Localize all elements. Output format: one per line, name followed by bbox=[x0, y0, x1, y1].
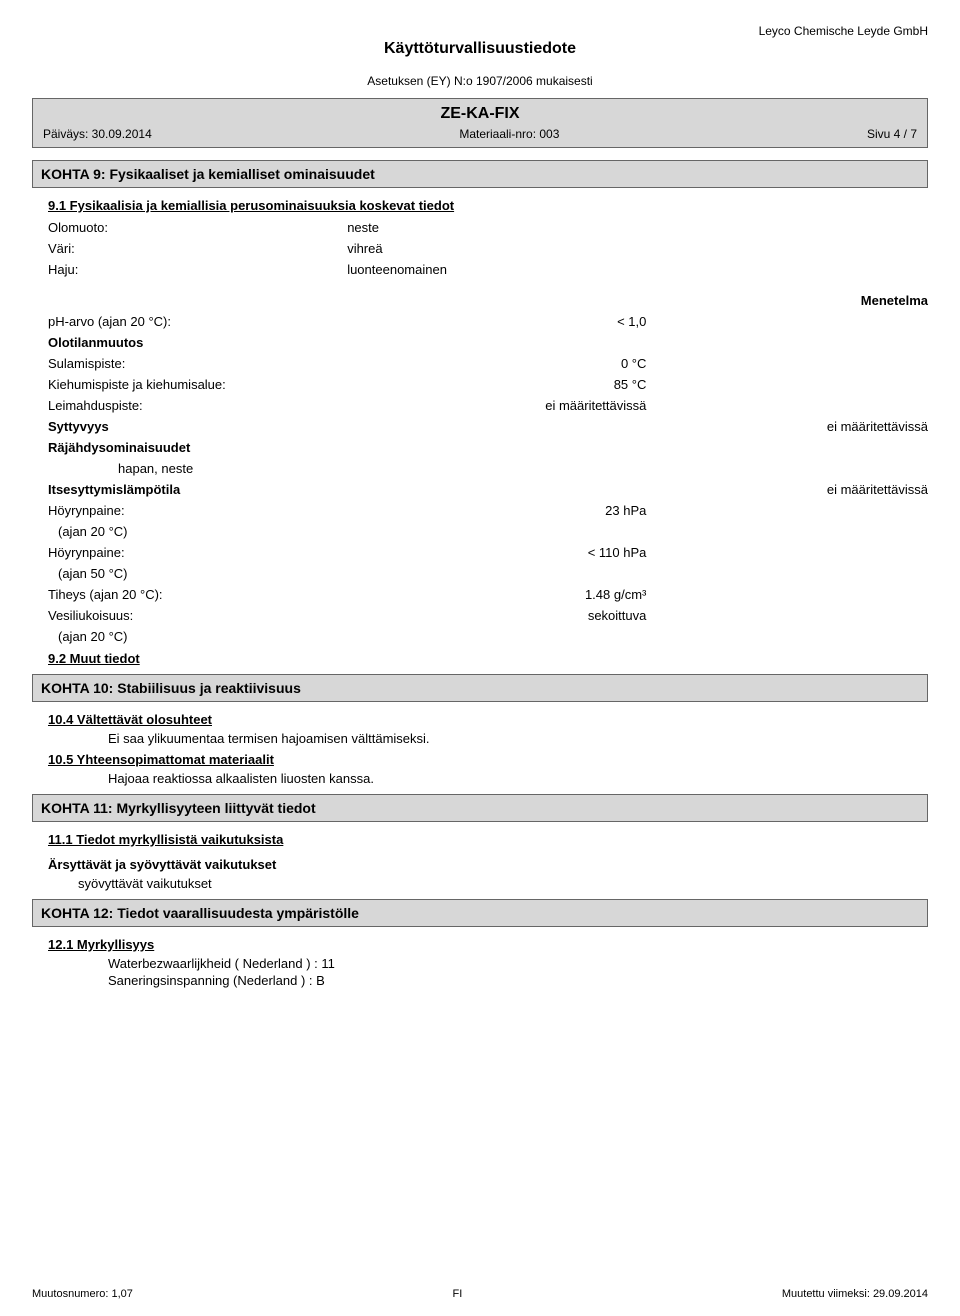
header-material: Materiaali-nro: 003 bbox=[459, 127, 559, 141]
vesiliukoisuus-label: Vesiliukoisuus: bbox=[48, 605, 347, 626]
section-9-title: KOHTA 9: Fysikaaliset ja kemialliset omi… bbox=[32, 160, 928, 188]
page-footer: Muutosnumero: 1,07 FI Muutettu viimeksi:… bbox=[32, 1288, 928, 1300]
sub-10-4: 10.4 Vältettävät olosuhteet bbox=[48, 712, 928, 727]
syttyvyys-value: ei määritettävissä bbox=[646, 416, 928, 437]
olotilanmuutos-label: Olotilanmuutos bbox=[48, 332, 347, 353]
hoyrynpaine2-label: Höyrynpaine: bbox=[48, 542, 347, 563]
rajahdys-label: Räjähdysominaisuudet bbox=[48, 437, 347, 458]
properties-table: Menetelma pH-arvo (ajan 20 °C): < 1,0 Ol… bbox=[48, 290, 928, 647]
section-11-title: KOHTA 11: Myrkyllisyyteen liittyvät tied… bbox=[32, 794, 928, 822]
sub-12-1: 12.1 Myrkyllisyys bbox=[48, 937, 928, 952]
section-10-title: KOHTA 10: Stabiilisuus ja reaktiivisuus bbox=[32, 674, 928, 702]
haju-label: Haju: bbox=[48, 259, 347, 280]
olomuoto-value: neste bbox=[347, 217, 928, 238]
product-name: ZE-KA-FIX bbox=[43, 105, 917, 123]
hoyrynpaine2-value: < 110 hPa bbox=[347, 542, 646, 563]
ph-label: pH-arvo (ajan 20 °C): bbox=[48, 311, 347, 332]
method-header: Menetelma bbox=[646, 290, 928, 311]
olomuoto-label: Olomuoto: bbox=[48, 217, 347, 238]
text-10-5: Hajoaa reaktiossa alkaalisten liuosten k… bbox=[48, 771, 928, 786]
section-12-title: KOHTA 12: Tiedot vaarallisuudesta ympäri… bbox=[32, 899, 928, 927]
tiheys-value: 1.48 g/cm³ bbox=[347, 584, 646, 605]
vari-value: vihreä bbox=[347, 238, 928, 259]
sulamispiste-value: 0 °C bbox=[347, 353, 646, 374]
itsesyttymis-value: ei määritettävissä bbox=[646, 479, 928, 500]
syttyvyys-label: Syttyvyys bbox=[48, 416, 347, 437]
ph-value: < 1,0 bbox=[347, 311, 646, 332]
footer-left: Muutosnumero: 1,07 bbox=[32, 1288, 133, 1300]
sub-9-2: 9.2 Muut tiedot bbox=[48, 651, 928, 666]
header-page: Sivu 4 / 7 bbox=[867, 127, 917, 141]
text-10-4: Ei saa ylikuumentaa termisen hajoamisen … bbox=[48, 731, 928, 746]
arsyttavat-heading: Ärsyttävät ja syövyttävät vaikutukset bbox=[48, 857, 928, 872]
sub-9-1: 9.1 Fysikaalisia ja kemiallisia perusomi… bbox=[48, 198, 928, 213]
text-12-line1: Waterbezwaarlijkheid ( Nederland ) : 11 bbox=[48, 956, 928, 971]
leimahduspiste-value: ei määritettävissä bbox=[347, 395, 646, 416]
appearance-table: Olomuoto: neste Väri: vihreä Haju: luont… bbox=[48, 217, 928, 280]
sub-11-1: 11.1 Tiedot myrkyllisistä vaikutuksista bbox=[48, 832, 928, 847]
haju-value: luonteenomainen bbox=[347, 259, 928, 280]
footer-center: FI bbox=[452, 1288, 462, 1300]
hoyrynpaine1-sub: (ajan 20 °C) bbox=[48, 521, 347, 542]
header-box: ZE-KA-FIX Päiväys: 30.09.2014 Materiaali… bbox=[32, 98, 928, 148]
company-name: Leyco Chemische Leyde GmbH bbox=[32, 24, 928, 38]
vari-label: Väri: bbox=[48, 238, 347, 259]
regulation-line: Asetuksen (EY) N:o 1907/2006 mukaisesti bbox=[32, 74, 928, 88]
arsyttavat-text: syövyttävät vaikutukset bbox=[48, 876, 928, 891]
kiehumispiste-value: 85 °C bbox=[347, 374, 646, 395]
tiheys-label: Tiheys (ajan 20 °C): bbox=[48, 584, 347, 605]
hoyrynpaine1-value: 23 hPa bbox=[347, 500, 646, 521]
document-title: Käyttöturvallisuustiedote bbox=[32, 40, 928, 58]
itsesyttymis-label: Itsesyttymislämpötila bbox=[48, 479, 347, 500]
leimahduspiste-label: Leimahduspiste: bbox=[48, 395, 347, 416]
hoyrynpaine2-sub: (ajan 50 °C) bbox=[48, 563, 347, 584]
hoyrynpaine1-label: Höyrynpaine: bbox=[48, 500, 347, 521]
sub-10-5: 10.5 Yhteensopimattomat materiaalit bbox=[48, 752, 928, 767]
rajahdys-sub: hapan, neste bbox=[48, 458, 347, 479]
footer-right: Muutettu viimeksi: 29.09.2014 bbox=[782, 1288, 928, 1300]
sulamispiste-label: Sulamispiste: bbox=[48, 353, 347, 374]
vesiliukoisuus-sub: (ajan 20 °C) bbox=[48, 626, 347, 647]
kiehumispiste-label: Kiehumispiste ja kiehumisalue: bbox=[48, 374, 347, 395]
text-12-line2: Saneringsinspanning (Nederland ) : B bbox=[48, 973, 928, 988]
vesiliukoisuus-value: sekoittuva bbox=[347, 605, 646, 626]
header-date: Päiväys: 30.09.2014 bbox=[43, 127, 152, 141]
